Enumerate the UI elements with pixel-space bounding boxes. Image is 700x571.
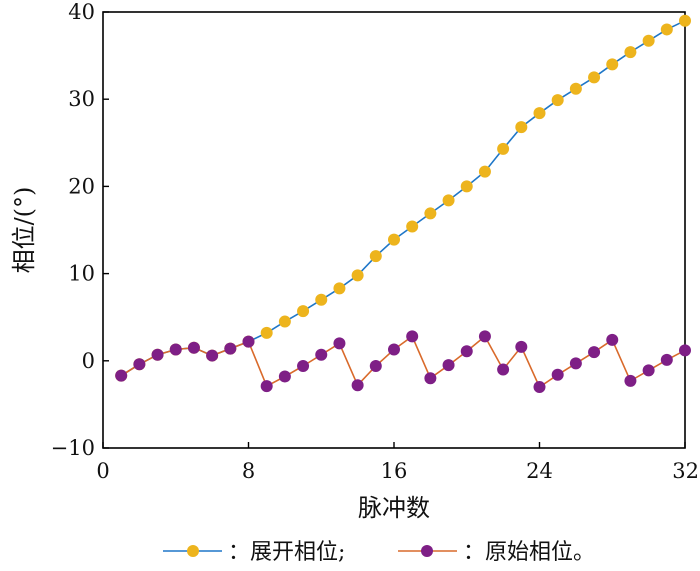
data-point <box>424 372 437 385</box>
data-point <box>315 293 328 306</box>
data-point <box>478 330 491 343</box>
data-point <box>442 359 455 372</box>
data-point <box>406 330 419 343</box>
data-point <box>478 165 491 178</box>
series-layer <box>115 14 691 393</box>
data-point <box>278 370 291 383</box>
x-axis-label: 脉冲数 <box>358 494 430 522</box>
legend-swatch-marker <box>421 545 433 557</box>
data-point <box>297 360 310 373</box>
legend-label-unwrapped: ：展开相位; <box>228 540 345 565</box>
data-point <box>515 121 528 134</box>
series-0 <box>115 14 691 382</box>
data-point <box>679 14 691 27</box>
y-tick-label: −10 <box>51 436 95 460</box>
data-point <box>497 142 510 155</box>
data-point <box>424 207 437 220</box>
legend-swatch-marker <box>187 545 199 557</box>
data-point <box>242 335 255 348</box>
data-point <box>278 315 291 328</box>
x-tick-label: 16 <box>381 459 408 483</box>
data-point <box>351 379 364 392</box>
data-point <box>642 364 655 377</box>
series-line <box>120 19 686 377</box>
data-point <box>660 353 673 366</box>
data-point <box>442 194 455 207</box>
data-point <box>260 326 273 339</box>
data-point <box>369 360 382 373</box>
data-point <box>206 349 219 362</box>
data-point <box>369 250 382 263</box>
x-tick-label: 8 <box>242 459 255 483</box>
data-point <box>588 71 601 84</box>
legend-item-raw: ：原始相位。 <box>398 540 595 565</box>
y-tick-label: 30 <box>68 87 95 111</box>
data-point <box>133 358 146 371</box>
data-point <box>406 220 419 233</box>
data-point <box>297 305 310 318</box>
series-line <box>120 335 686 389</box>
data-point <box>624 46 637 59</box>
data-point <box>660 23 673 36</box>
data-point <box>151 348 164 361</box>
data-point <box>260 380 273 393</box>
data-point <box>642 34 655 47</box>
data-point <box>187 341 200 354</box>
legend-item-unwrapped: ：展开相位; <box>163 540 345 565</box>
data-point <box>533 380 546 393</box>
data-point <box>606 333 619 346</box>
data-point <box>588 346 601 359</box>
data-point <box>460 180 473 193</box>
data-point <box>115 369 128 382</box>
y-tick-label: 40 <box>68 0 95 24</box>
data-point <box>551 94 564 107</box>
data-point <box>315 348 328 361</box>
x-tick-label: 32 <box>672 459 699 483</box>
data-point <box>679 344 691 357</box>
y-tick-label: 0 <box>82 349 95 373</box>
data-point <box>333 337 346 350</box>
x-tick-label: 24 <box>526 459 553 483</box>
y-tick-label: 10 <box>68 262 95 286</box>
data-point <box>351 269 364 282</box>
data-point <box>515 340 528 353</box>
data-point <box>388 343 400 356</box>
data-point <box>606 58 619 71</box>
data-point <box>460 345 473 358</box>
series-1 <box>115 330 691 393</box>
data-point <box>569 82 582 95</box>
data-point <box>169 343 182 356</box>
data-point <box>388 233 400 246</box>
legend: ：展开相位; ：原始相位。 <box>163 540 595 565</box>
y-axis-label: 相位/(°) <box>10 187 38 274</box>
y-tick-label: 20 <box>68 174 95 198</box>
x-tick-label: 0 <box>96 459 109 483</box>
data-point <box>497 363 510 376</box>
data-point <box>333 282 346 295</box>
data-point <box>624 374 637 387</box>
data-point <box>224 342 237 355</box>
legend-label-raw: ：原始相位。 <box>463 540 595 565</box>
data-point <box>533 107 546 120</box>
data-point <box>551 368 564 381</box>
data-point <box>569 357 582 370</box>
